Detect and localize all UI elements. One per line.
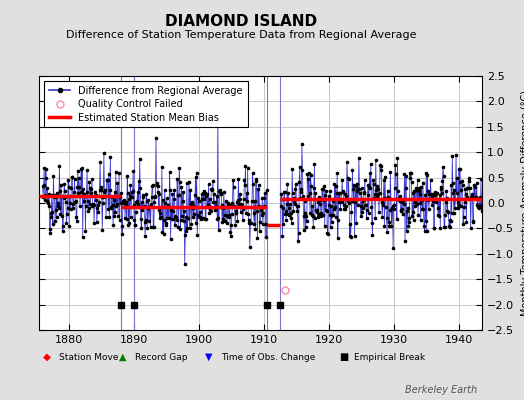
Text: Station Move: Station Move (59, 353, 118, 362)
Text: ◆: ◆ (43, 352, 51, 362)
Y-axis label: Monthly Temperature Anomaly Difference (°C): Monthly Temperature Anomaly Difference (… (521, 90, 524, 316)
Text: Record Gap: Record Gap (135, 353, 187, 362)
Legend: Difference from Regional Average, Quality Control Failed, Estimated Station Mean: Difference from Regional Average, Qualit… (44, 81, 247, 127)
Text: DIAMOND ISLAND: DIAMOND ISLAND (165, 14, 317, 29)
Text: ▲: ▲ (119, 352, 126, 362)
Text: Berkeley Earth: Berkeley Earth (405, 385, 477, 395)
Text: Difference of Station Temperature Data from Regional Average: Difference of Station Temperature Data f… (66, 30, 416, 40)
Text: ■: ■ (339, 352, 348, 362)
Text: ▼: ▼ (205, 352, 213, 362)
Text: Empirical Break: Empirical Break (354, 353, 425, 362)
Text: Time of Obs. Change: Time of Obs. Change (221, 353, 315, 362)
